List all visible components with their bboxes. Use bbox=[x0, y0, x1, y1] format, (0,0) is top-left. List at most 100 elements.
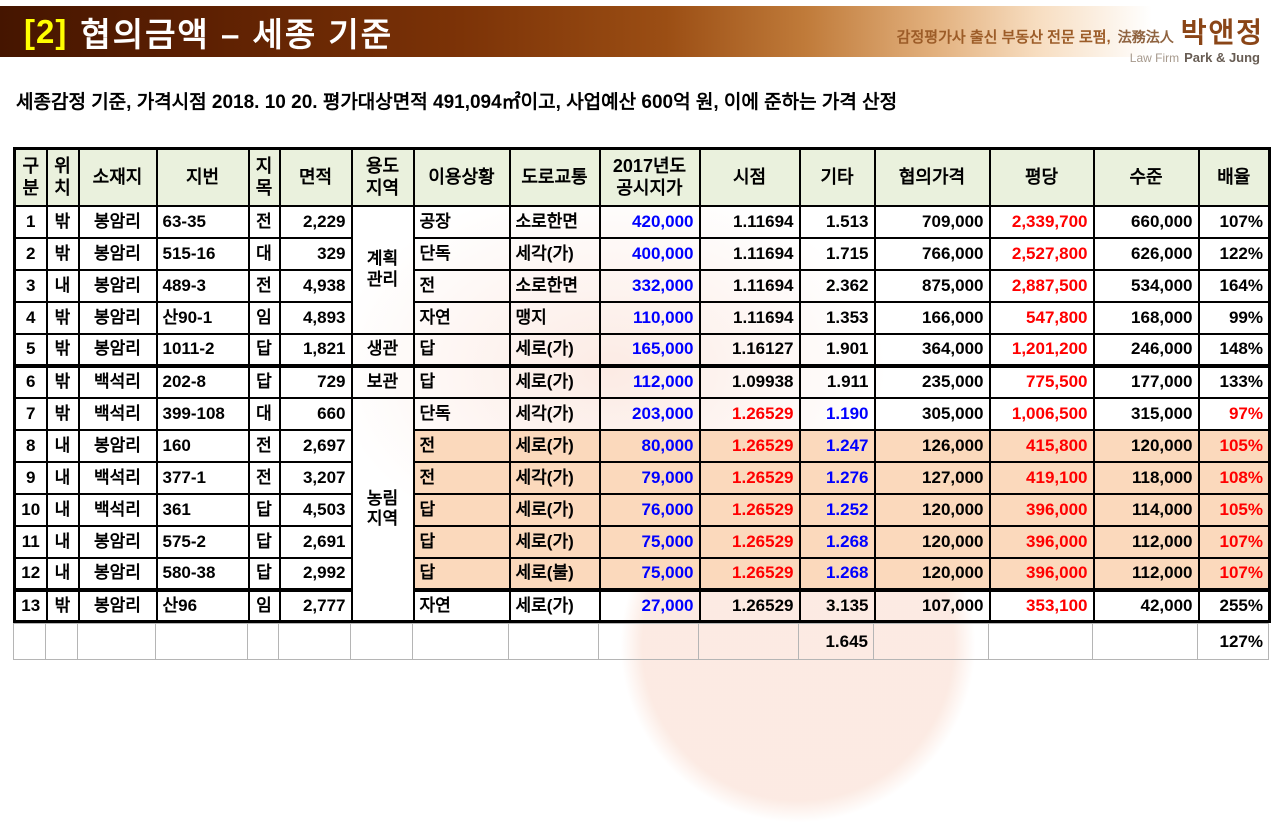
col-header-gita: 기타 bbox=[798, 147, 876, 207]
cell-gita: 1.911 bbox=[798, 364, 876, 399]
cell-use: 답 bbox=[412, 556, 511, 592]
cell-no: 10 bbox=[13, 492, 48, 527]
cell-road: 세로(가) bbox=[508, 492, 601, 527]
cell-area: 2,777 bbox=[278, 588, 353, 623]
cell-gongsi: 75,000 bbox=[598, 556, 701, 592]
cell-jimok: 전 bbox=[247, 268, 281, 303]
col-header-no: 구 분 bbox=[13, 147, 48, 207]
cell-loc: 내 bbox=[45, 556, 80, 592]
cell-addr: 봉암리 bbox=[77, 588, 158, 623]
col-header-loc: 위 치 bbox=[45, 147, 80, 207]
cell-jimok: 답 bbox=[247, 524, 281, 559]
summary-addr bbox=[77, 623, 156, 660]
cell-no: 9 bbox=[13, 460, 48, 495]
cell-jibun: 361 bbox=[155, 492, 250, 527]
title-badge: [2] bbox=[24, 12, 68, 50]
table-row: 10 내 백석리 361 답 4,503 답 세로(가) 76,000 1.26529 1.252 1… bbox=[13, 492, 1271, 527]
cell-no: 7 bbox=[13, 396, 48, 431]
cell-level: 534,000 bbox=[1092, 268, 1200, 303]
summary-jibun bbox=[155, 623, 248, 660]
cell-use: 답 bbox=[412, 332, 511, 368]
cell-sijeom: 1.26529 bbox=[698, 460, 801, 495]
cell-zone: 보관 bbox=[350, 364, 415, 399]
cell-addr: 봉암리 bbox=[77, 268, 158, 303]
cell-sijeom: 1.09938 bbox=[698, 364, 801, 399]
cell-pyeong: 1,006,500 bbox=[988, 396, 1095, 431]
cell-jibun: 489-3 bbox=[155, 268, 250, 303]
cell-gita: 1.513 bbox=[798, 204, 876, 239]
cell-addr: 백석리 bbox=[77, 396, 158, 431]
cell-jimok: 전 bbox=[247, 428, 281, 463]
cell-price: 107,000 bbox=[873, 588, 991, 623]
cell-sijeom: 1.26529 bbox=[698, 556, 801, 592]
col-header-jibun: 지번 bbox=[155, 147, 250, 207]
cell-use: 자연 bbox=[412, 300, 511, 335]
cell-no: 4 bbox=[13, 300, 48, 335]
cell-gita: 1.268 bbox=[798, 556, 876, 592]
cell-sijeom: 1.11694 bbox=[698, 268, 801, 303]
cell-pyeong: 1,201,200 bbox=[988, 332, 1095, 368]
cell-zone: 농림 지역 bbox=[350, 396, 415, 623]
summary-road bbox=[508, 623, 599, 660]
cell-pyeong: 396,000 bbox=[988, 524, 1095, 559]
cell-addr: 백석리 bbox=[77, 492, 158, 527]
cell-gongsi: 80,000 bbox=[598, 428, 701, 463]
cell-price: 364,000 bbox=[873, 332, 991, 368]
firm-logo-line2: Law Firm Park & Jung bbox=[897, 50, 1264, 65]
cell-use: 답 bbox=[412, 524, 511, 559]
col-header-area: 면적 bbox=[278, 147, 353, 207]
cell-loc: 밖 bbox=[45, 204, 80, 239]
cell-jibun: 1011-2 bbox=[155, 332, 250, 368]
cell-jibun: 산90-1 bbox=[155, 300, 250, 335]
cell-ratio: 107% bbox=[1197, 524, 1271, 559]
firm-latin-prefix: Law Firm bbox=[1129, 51, 1180, 65]
cell-zone: 계획 관리 bbox=[350, 204, 415, 335]
cell-area: 729 bbox=[278, 364, 353, 399]
cell-area: 4,503 bbox=[278, 492, 353, 527]
cell-area: 4,893 bbox=[278, 300, 353, 335]
cell-area: 2,697 bbox=[278, 428, 353, 463]
cell-ratio: 99% bbox=[1197, 300, 1271, 335]
cell-loc: 밖 bbox=[45, 396, 80, 431]
col-header-pyeong: 평당 bbox=[988, 147, 1095, 207]
cell-price: 120,000 bbox=[873, 492, 991, 527]
cell-road: 세로(가) bbox=[508, 428, 601, 463]
cell-addr: 봉암리 bbox=[77, 300, 158, 335]
cell-gita: 1.190 bbox=[798, 396, 876, 431]
cell-jimok: 전 bbox=[247, 460, 281, 495]
cell-gongsi: 79,000 bbox=[598, 460, 701, 495]
col-header-use: 이용상황 bbox=[412, 147, 511, 207]
cell-loc: 내 bbox=[45, 460, 80, 495]
cell-gongsi: 420,000 bbox=[598, 204, 701, 239]
cell-level: 112,000 bbox=[1092, 524, 1200, 559]
firm-tagline: 감정평가사 출신 부동산 전문 로펌, bbox=[896, 29, 1111, 46]
summary-use bbox=[412, 623, 509, 660]
cell-sijeom: 1.11694 bbox=[698, 300, 801, 335]
cell-loc: 밖 bbox=[45, 364, 80, 399]
cell-ratio: 107% bbox=[1197, 204, 1271, 239]
cell-level: 114,000 bbox=[1092, 492, 1200, 527]
cell-jimok: 답 bbox=[247, 364, 281, 399]
cell-pyeong: 396,000 bbox=[988, 492, 1095, 527]
cell-jibun: 377-1 bbox=[155, 460, 250, 495]
cell-addr: 봉암리 bbox=[77, 428, 158, 463]
cell-price: 127,000 bbox=[873, 460, 991, 495]
col-header-level: 수준 bbox=[1092, 147, 1200, 207]
cell-road: 세로(가) bbox=[508, 524, 601, 559]
cell-area: 4,938 bbox=[278, 268, 353, 303]
cell-level: 246,000 bbox=[1092, 332, 1200, 368]
firm-logo: 감정평가사 출신 부동산 전문 로펌, 法務法人 박앤정 Law Firm Par… bbox=[897, 11, 1264, 65]
cell-pyeong: 415,800 bbox=[988, 428, 1095, 463]
cell-no: 2 bbox=[13, 236, 48, 271]
cell-jibun: 580-38 bbox=[155, 556, 250, 592]
cell-no: 3 bbox=[13, 268, 48, 303]
slide-title-bar: [2] 협의금액 – 세종 기준 bbox=[0, 6, 1280, 57]
cell-gita: 1.268 bbox=[798, 524, 876, 559]
cell-gita: 2.362 bbox=[798, 268, 876, 303]
cell-use: 단독 bbox=[412, 236, 511, 271]
cell-loc: 내 bbox=[45, 492, 80, 527]
cell-no: 12 bbox=[13, 556, 48, 592]
col-header-road: 도로교통 bbox=[508, 147, 601, 207]
